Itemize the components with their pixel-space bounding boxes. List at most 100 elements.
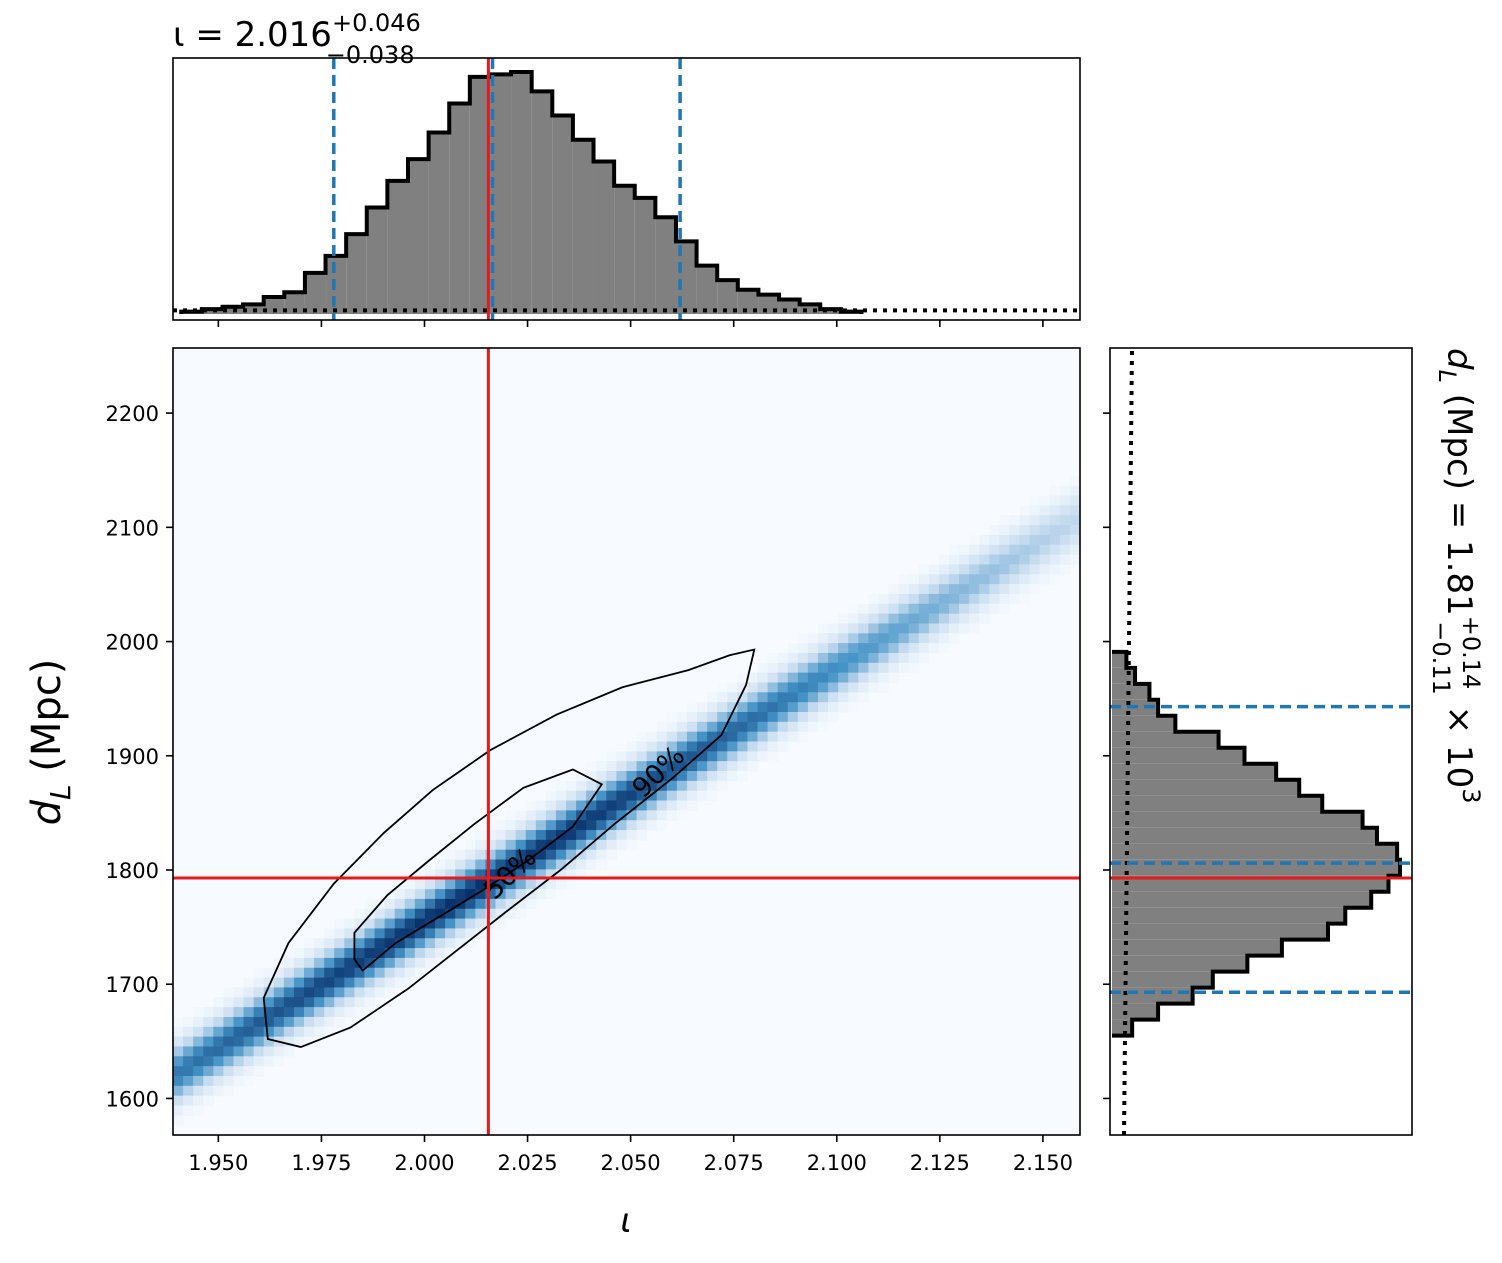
density-cell <box>918 623 930 634</box>
density-cell <box>555 869 567 880</box>
density-cell <box>848 623 859 634</box>
density-cell <box>848 682 859 693</box>
density-cell <box>979 584 990 595</box>
density-cell <box>455 928 466 939</box>
density-cell <box>948 544 960 556</box>
density-cell <box>969 593 980 605</box>
density-cell <box>616 820 628 831</box>
dL-hist-bar <box>1112 955 1248 972</box>
density-cell <box>797 662 809 674</box>
density-cell <box>525 889 537 900</box>
density-cell <box>938 584 950 595</box>
density-cell <box>787 662 799 674</box>
density-cell <box>928 574 940 585</box>
density-cell <box>545 800 557 811</box>
density-cell <box>293 1007 305 1018</box>
density-cell <box>626 771 638 782</box>
density-cell <box>807 702 819 713</box>
density-cell <box>828 633 839 644</box>
density-cell <box>404 879 416 890</box>
density-cell <box>717 751 728 762</box>
density-cell <box>283 987 295 998</box>
density-cell <box>817 643 829 654</box>
density-cell <box>686 761 698 772</box>
density-cell <box>344 918 355 930</box>
density-cell <box>717 692 728 703</box>
density-cell <box>304 967 315 979</box>
density-cell <box>1039 515 1051 526</box>
density-cell <box>555 780 567 792</box>
density-cell <box>173 1095 184 1107</box>
density-cell <box>989 593 1000 605</box>
dL-hist-bar <box>1112 747 1245 764</box>
density-cell <box>959 564 970 575</box>
density-cell <box>293 1016 305 1028</box>
density-cell <box>616 761 628 772</box>
density-cell <box>424 918 436 930</box>
density-cell <box>928 643 940 654</box>
density-cell <box>233 1046 245 1057</box>
density-cell <box>969 623 980 634</box>
density-cell <box>797 721 809 733</box>
density-cell <box>979 613 990 625</box>
iota-hist-bar <box>222 306 244 314</box>
density-cell <box>576 859 587 870</box>
density-cell <box>374 938 386 949</box>
density-cell <box>636 780 648 792</box>
density-cell <box>1039 495 1051 506</box>
dL-title-subvar: L <box>1433 370 1461 383</box>
density-cell <box>213 997 224 1008</box>
density-cell <box>1059 554 1071 566</box>
density-cell <box>354 957 366 969</box>
density-cell <box>384 948 396 959</box>
iota-hist-bar <box>387 180 408 314</box>
density-cell <box>183 1066 194 1077</box>
density-cell <box>535 820 547 831</box>
density-cell <box>223 1075 235 1087</box>
density-cell <box>898 623 910 634</box>
density-cell <box>817 692 829 703</box>
density-cell <box>243 1075 255 1087</box>
density-cell <box>495 908 507 920</box>
density-cell <box>424 889 436 900</box>
density-cell <box>263 1046 275 1057</box>
density-cell <box>586 761 597 772</box>
density-cell <box>435 869 446 880</box>
density-cell <box>525 869 537 880</box>
density-cell <box>787 702 799 713</box>
density-cell <box>414 928 426 939</box>
density-cell <box>707 702 718 713</box>
density-cell <box>858 692 869 703</box>
density-cell <box>555 849 567 861</box>
density-cell <box>193 1085 204 1097</box>
density-cell <box>183 1085 194 1097</box>
density-cell <box>707 761 718 772</box>
density-cell <box>1029 554 1041 566</box>
density-cell <box>213 1036 224 1048</box>
density-cell <box>283 957 295 969</box>
density-cell <box>414 869 426 880</box>
density-cell <box>414 938 426 949</box>
density-cell <box>384 928 396 939</box>
density-cell <box>475 908 487 920</box>
density-cell <box>515 810 527 821</box>
density-cell <box>636 810 648 821</box>
density-cell <box>183 1016 194 1028</box>
density-cell <box>263 1007 275 1018</box>
density-cell <box>767 672 779 684</box>
density-cell <box>475 830 487 841</box>
density-cell <box>364 977 376 989</box>
density-cell <box>596 761 607 772</box>
density-cell <box>424 898 436 910</box>
density-cell <box>807 633 819 644</box>
density-cell <box>1039 564 1051 575</box>
density-cell <box>828 623 839 634</box>
density-cell <box>898 662 910 674</box>
density-cell <box>324 1016 335 1028</box>
density-cell <box>979 564 990 575</box>
density-cell <box>253 1056 265 1067</box>
density-cell <box>213 1046 224 1057</box>
density-cell <box>989 554 1000 566</box>
iota-hist-bar <box>263 297 285 314</box>
